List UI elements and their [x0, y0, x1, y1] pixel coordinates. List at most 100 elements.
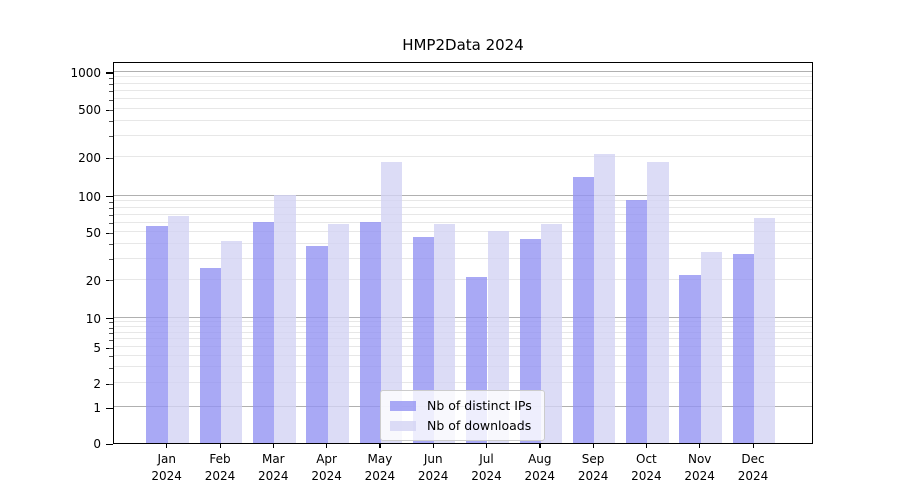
minor-gridline	[114, 366, 812, 368]
y-axis-tick-label: 20	[85, 273, 101, 288]
y-axis-tick-label: 1000	[70, 65, 101, 80]
bar-nb-of-distinct-ips-mar	[253, 221, 275, 443]
y-axis-tick-label: 2	[93, 377, 101, 392]
minor-gridline	[114, 321, 812, 322]
bar-nb-of-downloads-may	[380, 161, 403, 443]
y-axis-minor-tick	[109, 383, 113, 385]
y-axis-minor-tick	[109, 339, 113, 341]
y-axis-minor-tick	[109, 232, 113, 234]
x-axis-tick-label: May 2024	[364, 452, 396, 483]
y-axis-minor-tick	[109, 259, 113, 261]
bar-nb-of-distinct-ips-oct	[626, 199, 648, 443]
y-axis-minor-tick	[109, 77, 113, 79]
minor-gridline	[114, 346, 812, 348]
y-axis-minor-tick	[109, 215, 113, 217]
x-axis-tick	[166, 444, 168, 448]
bar-nb-of-downloads-nov	[700, 252, 722, 443]
bar-nb-of-downloads-mar	[274, 194, 296, 443]
y-axis-minor-tick	[109, 99, 113, 101]
bar-nb-of-downloads-jan	[167, 216, 189, 443]
x-axis-tick	[539, 444, 541, 448]
minor-gridline	[114, 326, 812, 328]
bar-nb-of-distinct-ips-jan	[146, 226, 168, 443]
legend: Nb of distinct IPs Nb of downloads	[380, 390, 545, 441]
bar-nb-of-distinct-ips-dec	[732, 253, 754, 443]
bar-nb-of-downloads-oct	[647, 162, 669, 443]
x-axis-tick-label: Dec 2024	[737, 452, 769, 483]
x-axis-tick	[432, 444, 434, 448]
y-axis-minor-tick	[109, 136, 113, 138]
minor-gridline	[114, 200, 812, 202]
y-axis-tick-label: 500	[78, 103, 101, 118]
bar-nb-of-distinct-ips-apr	[306, 246, 328, 443]
y-axis-tick-label: 100	[78, 189, 101, 204]
x-axis-tick	[272, 444, 275, 448]
x-axis-tick	[752, 444, 754, 448]
bar-nb-of-downloads-aug	[540, 224, 563, 443]
x-axis-tick	[699, 444, 701, 448]
bar-nb-of-downloads-dec	[754, 217, 776, 443]
minor-gridline	[114, 221, 812, 223]
minor-gridline	[114, 119, 812, 121]
minor-gridline	[114, 354, 812, 356]
y-axis-minor-tick	[109, 121, 113, 123]
y-axis-minor-tick	[109, 201, 113, 203]
x-axis-tick-label: Aug 2024	[524, 452, 556, 483]
minor-gridline	[114, 242, 812, 244]
legend-item-label: Nb of distinct IPs	[427, 398, 532, 413]
legend-item: Nb of downloads	[390, 418, 532, 433]
minor-gridline	[114, 257, 812, 259]
x-axis-tick-label: Jun 2024	[417, 452, 449, 483]
minor-gridline	[114, 278, 812, 280]
y-axis-minor-tick	[109, 356, 113, 358]
bar-nb-of-downloads-apr	[327, 223, 349, 443]
bar-nb-of-distinct-ips-nov	[679, 274, 701, 443]
legend-item: Nb of distinct IPs	[390, 398, 532, 413]
x-axis-tick-label: Oct 2024	[631, 452, 662, 483]
x-axis-tick-label: Jul 2024	[471, 452, 502, 483]
y-axis-minor-tick	[109, 327, 113, 329]
y-axis-minor-tick	[109, 157, 113, 159]
y-axis-minor-tick	[109, 322, 113, 324]
y-axis-tick	[106, 318, 113, 320]
minor-gridline	[114, 331, 812, 333]
x-axis-tick	[379, 444, 381, 448]
minor-gridline	[114, 338, 812, 340]
major-gridline	[114, 70, 812, 72]
y-axis-minor-tick	[109, 84, 113, 86]
minor-gridline	[114, 382, 812, 384]
y-axis-minor-tick	[109, 347, 113, 349]
y-axis-minor-tick	[109, 91, 113, 93]
minor-gridline	[114, 213, 812, 215]
minor-gridline	[114, 134, 812, 136]
major-gridline	[114, 194, 812, 196]
minor-gridline	[114, 89, 812, 91]
y-axis-minor-tick	[109, 109, 113, 111]
y-axis-tick-label: 200	[78, 151, 101, 166]
y-axis-tick-label: 1	[93, 401, 101, 415]
minor-gridline	[114, 98, 812, 100]
x-axis-tick-label: Jan 2024	[151, 452, 182, 483]
y-axis-tick	[106, 196, 113, 198]
minor-gridline	[114, 231, 812, 233]
y-axis-minor-tick	[109, 244, 113, 246]
bar-nb-of-distinct-ips-feb	[199, 268, 221, 443]
y-axis-tick-label: 50	[85, 226, 101, 241]
x-axis-tick-label: Feb 2024	[204, 452, 236, 483]
y-axis-tick-label: 0	[93, 437, 101, 451]
legend-color-swatch	[390, 420, 416, 431]
x-axis-tick	[486, 444, 488, 448]
x-axis-tick-label: Nov 2024	[684, 452, 715, 483]
minor-gridline	[114, 76, 812, 78]
x-axis-tick	[592, 444, 594, 448]
minor-gridline	[114, 156, 812, 158]
y-axis-tick	[106, 407, 113, 409]
legend-item-label: Nb of downloads	[427, 418, 532, 433]
y-axis-minor-tick	[109, 223, 113, 225]
y-axis-minor-tick	[109, 280, 113, 281]
legend-color-swatch	[390, 400, 416, 411]
x-axis-tick-label: Sep 2024	[577, 452, 609, 483]
bar-nb-of-distinct-ips-sep	[572, 177, 595, 443]
y-axis-tick-label: 5	[93, 341, 101, 355]
